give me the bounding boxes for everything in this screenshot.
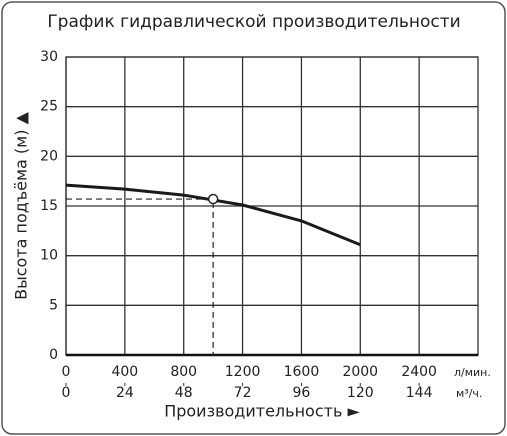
- x2-tick-label: 72: [234, 385, 252, 401]
- x2-tick-label: 96: [293, 385, 311, 401]
- y-tick-label: 25: [40, 99, 58, 115]
- x-tick-label: 0: [62, 364, 71, 380]
- x-tick-label: 2400: [401, 364, 437, 380]
- y-tick-label: 20: [40, 148, 58, 164]
- x-tick-label: 400: [111, 364, 138, 380]
- x-tick-label: 1600: [284, 364, 320, 380]
- y-tick-label: 0: [49, 347, 58, 363]
- y-tick-label: 5: [49, 297, 58, 313]
- x2-tick-label: 48: [175, 385, 193, 401]
- x-unit: л/мин.: [454, 366, 491, 379]
- x-axis-label: Производительность ►: [164, 402, 360, 421]
- operating-point: [207, 193, 219, 205]
- y-axis-label: Высота подъёма (м) ▲: [12, 111, 31, 299]
- x2-tick-label: 24: [116, 385, 134, 401]
- chart-title: График гидравлической производительности: [47, 12, 460, 32]
- x-tick-label: 800: [170, 364, 197, 380]
- y-tick-label: 30: [40, 49, 58, 65]
- y-tick-label: 15: [40, 198, 58, 214]
- x-tick-label: 1200: [225, 364, 261, 380]
- x2-tick-label: 144: [406, 385, 433, 401]
- x2-unit: м³/ч.: [456, 387, 482, 400]
- marker-guide: [66, 198, 214, 355]
- x2-tick-label: 0: [62, 385, 71, 401]
- x-tick-label: 2000: [342, 364, 378, 380]
- x2-tick-label: 120: [347, 385, 374, 401]
- y-tick-label: 10: [40, 248, 58, 264]
